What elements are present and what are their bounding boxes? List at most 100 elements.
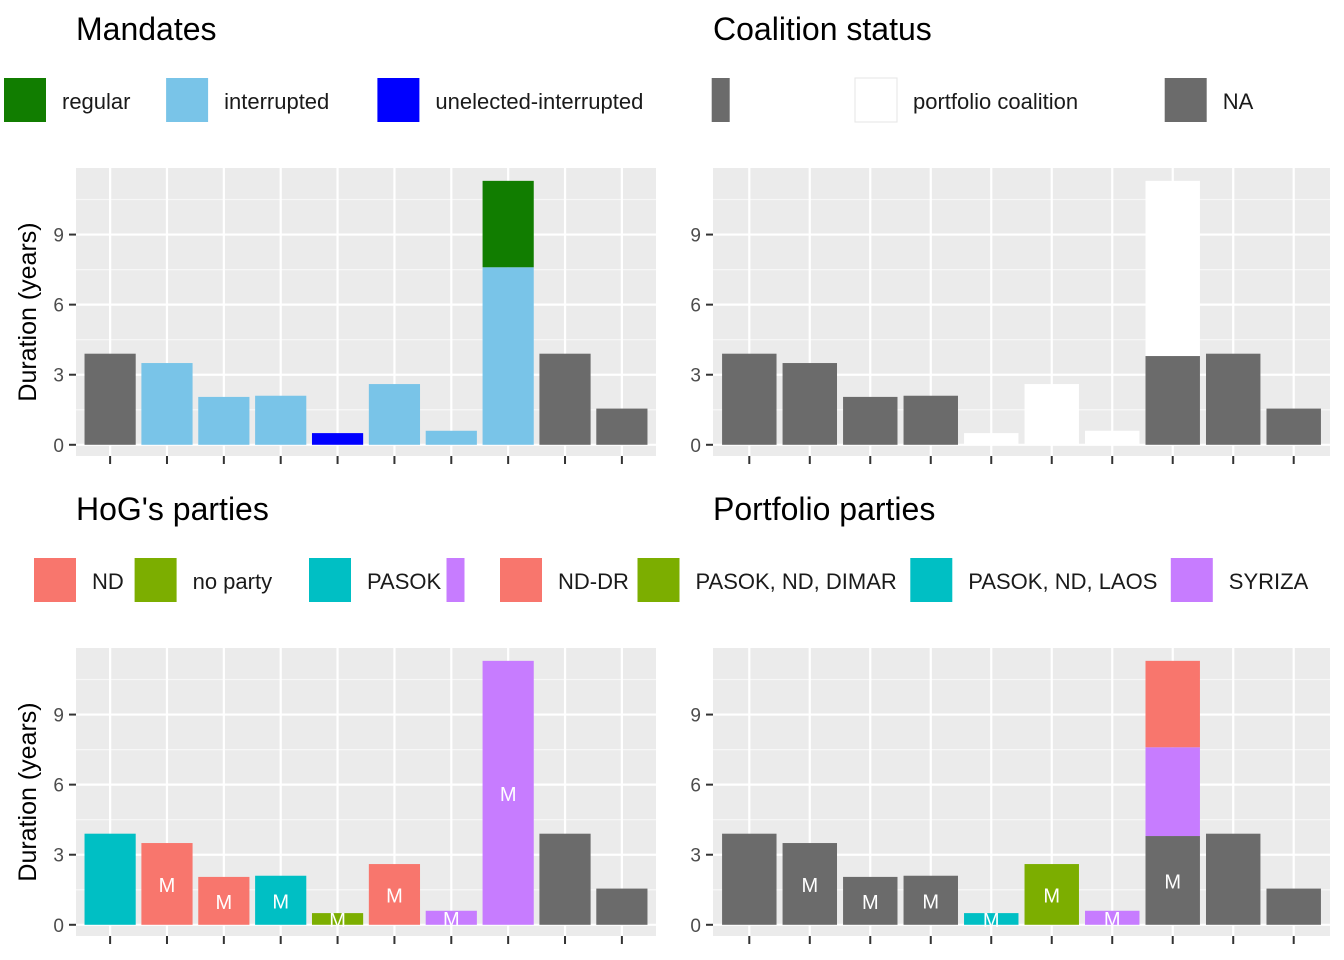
panel-coalition: Coalition status portfolio coalition NA 0 3 6… bbox=[690, 11, 1330, 464]
bar-label: M bbox=[500, 784, 517, 806]
bar-segment bbox=[903, 875, 958, 925]
bar-segment bbox=[425, 910, 477, 925]
bar-segment bbox=[311, 913, 364, 925]
legend-key bbox=[1164, 78, 1207, 122]
bars bbox=[84, 180, 648, 445]
bars: M M M M M M M bbox=[722, 660, 1321, 932]
bar-segment bbox=[539, 833, 591, 925]
bar-segment bbox=[141, 843, 193, 925]
y-tick-label: 3 bbox=[53, 846, 64, 867]
bar-segment bbox=[425, 430, 477, 445]
y-tick-label: 3 bbox=[690, 366, 701, 387]
bar-label: M bbox=[922, 891, 939, 913]
bars bbox=[722, 180, 1321, 445]
plot-area bbox=[713, 163, 1330, 456]
panel-portfolio-parties: Portfolio parties ND-DR PASOK, ND, DIMAR PA… bbox=[500, 491, 1330, 944]
legend-label: PASOK bbox=[367, 569, 442, 594]
y-axis-title: Duration (years) bbox=[14, 222, 42, 401]
y-tick-label: 0 bbox=[53, 916, 64, 937]
y-tick-label: 9 bbox=[53, 226, 64, 247]
panel-mandates: Mandates regular interrupted unelected-inte… bbox=[4, 11, 730, 464]
legend-label: ND-DR bbox=[558, 569, 629, 594]
bar-segment bbox=[843, 396, 898, 445]
bar-segment bbox=[1145, 747, 1200, 837]
legend: regular interrupted unelected-interrupted bbox=[4, 78, 730, 122]
x-axis bbox=[748, 456, 1295, 464]
bar-label: M bbox=[159, 875, 176, 897]
y-tick-label: 9 bbox=[690, 706, 701, 727]
y-tick-label: 6 bbox=[53, 296, 64, 317]
bar-segment bbox=[1085, 430, 1140, 445]
y-axis: 0 3 6 9 bbox=[53, 226, 76, 457]
panel-title: Coalition status bbox=[713, 11, 932, 47]
bar-label: M bbox=[1104, 909, 1121, 931]
legend-key bbox=[166, 78, 209, 122]
legend-label: SYRIZA bbox=[1229, 569, 1309, 594]
y-tick-label: 6 bbox=[690, 776, 701, 797]
bar-segment bbox=[141, 363, 193, 445]
bar-segment bbox=[722, 833, 777, 925]
bar-segment bbox=[84, 833, 136, 925]
legend-key bbox=[309, 558, 351, 602]
legend-label: ND bbox=[92, 569, 124, 594]
y-tick-label: 0 bbox=[53, 436, 64, 457]
y-tick-label: 0 bbox=[690, 436, 701, 457]
bar-segment bbox=[482, 660, 534, 925]
legend: ND no party PASOK bbox=[34, 558, 465, 602]
bar-segment bbox=[1145, 180, 1200, 357]
y-tick-label: 9 bbox=[690, 226, 701, 247]
bar-label: M bbox=[801, 875, 818, 897]
legend-label: PASOK, ND, LAOS bbox=[968, 569, 1157, 594]
y-tick-label: 6 bbox=[53, 776, 64, 797]
y-tick-label: 3 bbox=[53, 366, 64, 387]
legend-key bbox=[711, 78, 730, 122]
panel-title: HoG's parties bbox=[76, 491, 269, 527]
legend: portfolio coalition NA bbox=[854, 77, 1254, 123]
y-axis: 0 3 6 9 bbox=[53, 706, 76, 937]
x-axis bbox=[109, 456, 623, 464]
bar-segment bbox=[1145, 836, 1200, 925]
bar-segment bbox=[1266, 888, 1321, 925]
panel-hog-parties: HoG's parties ND no party PASOK M M M M M M M 0 3 6 9D… bbox=[14, 491, 656, 944]
bar-label: M bbox=[983, 910, 1000, 932]
legend-label: no party bbox=[193, 569, 273, 594]
legend-key bbox=[854, 77, 898, 123]
legend-key bbox=[446, 558, 465, 602]
bar-segment bbox=[482, 180, 534, 268]
bar-segment bbox=[782, 363, 838, 445]
bar-segment bbox=[964, 433, 1019, 445]
bars: M M M M M M M bbox=[84, 660, 648, 932]
legend-label: regular bbox=[62, 89, 130, 114]
legend-key bbox=[34, 558, 76, 602]
legend-key bbox=[377, 78, 420, 122]
bar-segment bbox=[1024, 864, 1079, 925]
y-tick-label: 9 bbox=[53, 706, 64, 727]
bar-label: M bbox=[386, 885, 403, 907]
legend-key bbox=[637, 558, 680, 602]
y-tick-label: 6 bbox=[690, 296, 701, 317]
bar-segment bbox=[903, 395, 958, 445]
legend-key bbox=[1170, 558, 1213, 602]
bar-label: M bbox=[216, 892, 233, 914]
x-axis bbox=[109, 936, 623, 944]
y-tick-label: 3 bbox=[690, 846, 701, 867]
bar-segment bbox=[1205, 353, 1261, 445]
x-axis bbox=[748, 936, 1295, 944]
bar-label: M bbox=[272, 891, 289, 913]
bar-segment bbox=[255, 395, 307, 445]
plot-area: M M M M M M M bbox=[713, 643, 1330, 936]
bar-segment bbox=[782, 843, 838, 925]
bar-segment bbox=[255, 875, 307, 925]
bar-segment bbox=[311, 433, 364, 445]
bar-segment bbox=[964, 913, 1019, 925]
y-axis-title: Duration (years) bbox=[14, 702, 42, 881]
bar-segment bbox=[368, 864, 421, 925]
legend: ND-DR PASOK, ND, DIMAR PASOK, ND, LAOS SYRI… bbox=[500, 558, 1309, 602]
bar-label: M bbox=[1164, 871, 1181, 893]
bar-label: M bbox=[443, 909, 460, 931]
bar-segment bbox=[198, 876, 250, 925]
bar-segment bbox=[1145, 356, 1200, 445]
bar-segment bbox=[84, 353, 136, 445]
legend-label: NA bbox=[1223, 89, 1254, 114]
